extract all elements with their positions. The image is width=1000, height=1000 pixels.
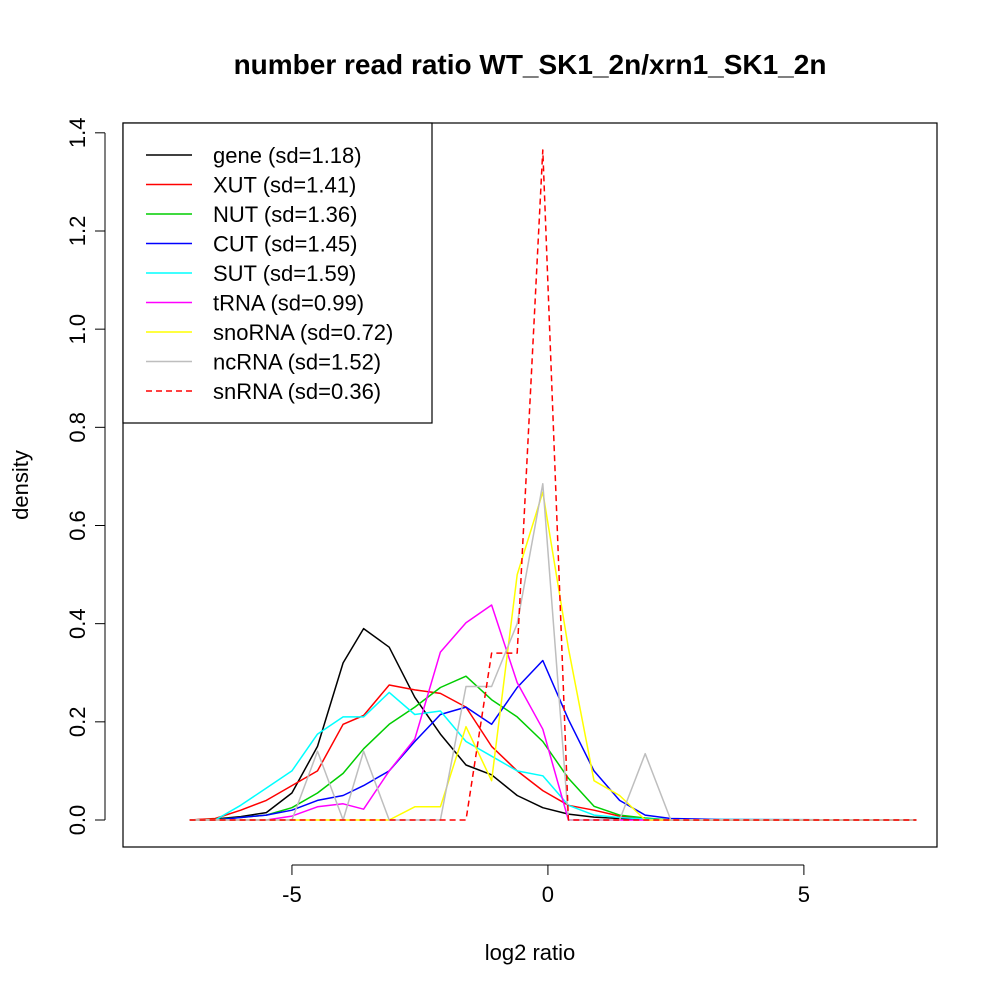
series-line-1 (189, 684, 917, 821)
x-tick-label: 5 (798, 882, 810, 907)
series-line-0 (189, 627, 917, 821)
legend-label-7: ncRNA (sd=1.52) (213, 350, 381, 375)
series-line-8 (189, 149, 917, 821)
plot-frame (122, 122, 938, 848)
series-line-6 (189, 491, 917, 821)
y-tick-label: 0.8 (65, 412, 90, 443)
legend-label-4: SUT (sd=1.59) (213, 261, 356, 286)
chart-title: number read ratio WT_SK1_2n/xrn1_SK1_2n (234, 49, 827, 80)
legend-label-5: tRNA (sd=0.99) (213, 291, 364, 316)
legend-label-0: gene (sd=1.18) (213, 143, 362, 168)
legend: gene (sd=1.18) XUT (sd=1.41) NUT (sd=1.36)… (122, 122, 433, 424)
legend-label-2: NUT (sd=1.36) (213, 202, 357, 227)
y-tick-label: 1.4 (65, 118, 90, 149)
x-tick-label: -5 (282, 882, 302, 907)
y-tick-label: 0.4 (65, 608, 90, 639)
series-line-4 (189, 691, 917, 821)
y-tick-label: 1.2 (65, 216, 90, 247)
series-layer (189, 149, 917, 821)
legend-label-3: CUT (sd=1.45) (213, 232, 357, 257)
legend-label-6: snoRNA (sd=0.72) (213, 320, 393, 345)
y-tick-label: 0.2 (65, 707, 90, 738)
series-line-7 (189, 483, 917, 821)
y-tick-label: 0.0 (65, 805, 90, 836)
y-tick-label: 1.0 (65, 314, 90, 345)
legend-label-1: XUT (sd=1.41) (213, 173, 356, 198)
series-line-2 (189, 675, 917, 821)
y-axis-label: density (8, 450, 33, 520)
y-tick-label: 0.6 (65, 510, 90, 541)
x-axis-label: log2 ratio (485, 940, 576, 965)
x-axis: -5 0 5 (282, 864, 810, 907)
y-axis: 0.0 0.2 0.4 0.6 0.8 1.0 1.2 1.4 (65, 118, 106, 836)
legend-label-8: snRNA (sd=0.36) (213, 379, 381, 404)
x-tick-label: 0 (542, 882, 554, 907)
